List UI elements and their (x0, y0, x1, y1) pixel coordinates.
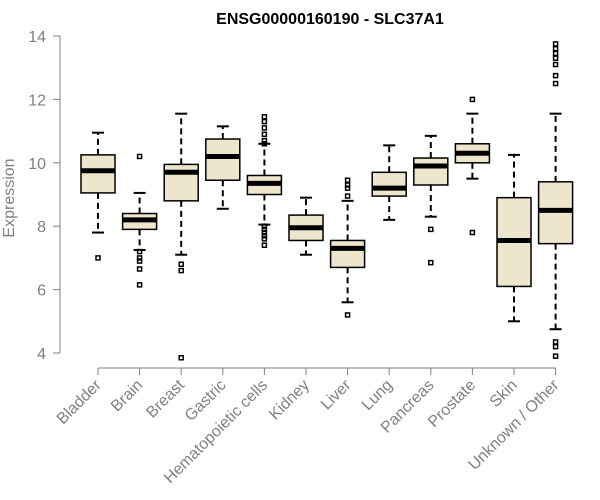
outlier-point (261, 223, 268, 229)
y-tick-label: 12 (28, 92, 46, 109)
outlier-point (261, 232, 268, 239)
box-group (454, 96, 491, 236)
outlier-point (344, 312, 351, 318)
outlier-point (178, 267, 184, 274)
box-group (163, 112, 199, 361)
outlier-point (344, 185, 351, 191)
box-group (413, 134, 449, 266)
chart-title: ENSG00000160190 - SLC37A1 (216, 11, 444, 28)
boxes (80, 41, 574, 361)
outlier-point (261, 236, 268, 242)
outlier-point (261, 114, 268, 120)
outlier-point (178, 261, 184, 267)
y-ticks: 4 6 8 10 12 14 (28, 29, 60, 363)
x-tick-label: Brain (108, 377, 146, 415)
iqr-box (205, 138, 241, 181)
outlier-point (261, 125, 268, 131)
iqr-box (329, 239, 366, 269)
outlier-point (261, 242, 268, 248)
outlier-point (136, 248, 143, 255)
outlier-point (178, 355, 184, 361)
outlier-point (552, 45, 559, 52)
outlier-point (469, 96, 476, 103)
box-group (537, 41, 574, 359)
outlier-point (261, 226, 268, 233)
outlier-point (552, 353, 559, 359)
box-group (329, 177, 366, 318)
outlier-point (136, 282, 143, 288)
box-group (288, 196, 324, 256)
box-group (246, 114, 283, 248)
outlier-point (344, 193, 351, 199)
outlier-point (552, 343, 559, 350)
x-tick-label: Lung (359, 377, 396, 414)
outlier-point (95, 255, 101, 261)
iqr-box (371, 171, 407, 197)
outlier-point (136, 153, 143, 160)
outlier-point (261, 137, 268, 144)
outlier-point (552, 61, 559, 68)
outlier-point (428, 226, 434, 233)
box-group (121, 153, 158, 288)
outlier-point (136, 258, 143, 264)
outlier-point (552, 72, 559, 79)
outlier-point (552, 339, 559, 345)
box-group (205, 125, 241, 210)
y-tick-label: 4 (37, 346, 46, 363)
outlier-point (469, 229, 476, 236)
outlier-point (552, 50, 559, 57)
outlier-point (261, 229, 268, 236)
outlier-point (552, 41, 559, 47)
x-tick-label: Skin (487, 377, 521, 411)
outlier-point (136, 255, 143, 261)
outlier-point (344, 182, 351, 188)
x-tick-label: Liver (318, 376, 355, 413)
box-group (371, 144, 407, 221)
outlier-point (136, 266, 143, 272)
y-tick-label: 14 (28, 29, 46, 46)
y-tick-label: 6 (37, 283, 46, 300)
box-group (496, 153, 532, 323)
outlier-point (428, 259, 434, 266)
outlier-point (552, 55, 559, 61)
outlier-point (261, 141, 268, 147)
outlier-point (261, 118, 268, 125)
y-tick-label: 10 (28, 156, 46, 173)
outlier-point (261, 131, 268, 138)
outlier-point (552, 80, 559, 87)
y-tick-label: 8 (37, 219, 46, 236)
outlier-point (344, 177, 351, 183)
iqr-box (80, 154, 116, 194)
x-tick-label: Bladder (54, 376, 105, 427)
x-tick-label: Breast (143, 376, 188, 421)
y-axis-label: Expression (1, 158, 18, 237)
x-tick-label: Kidney (266, 377, 313, 424)
box-group (80, 131, 116, 261)
iqr-box (413, 157, 449, 186)
